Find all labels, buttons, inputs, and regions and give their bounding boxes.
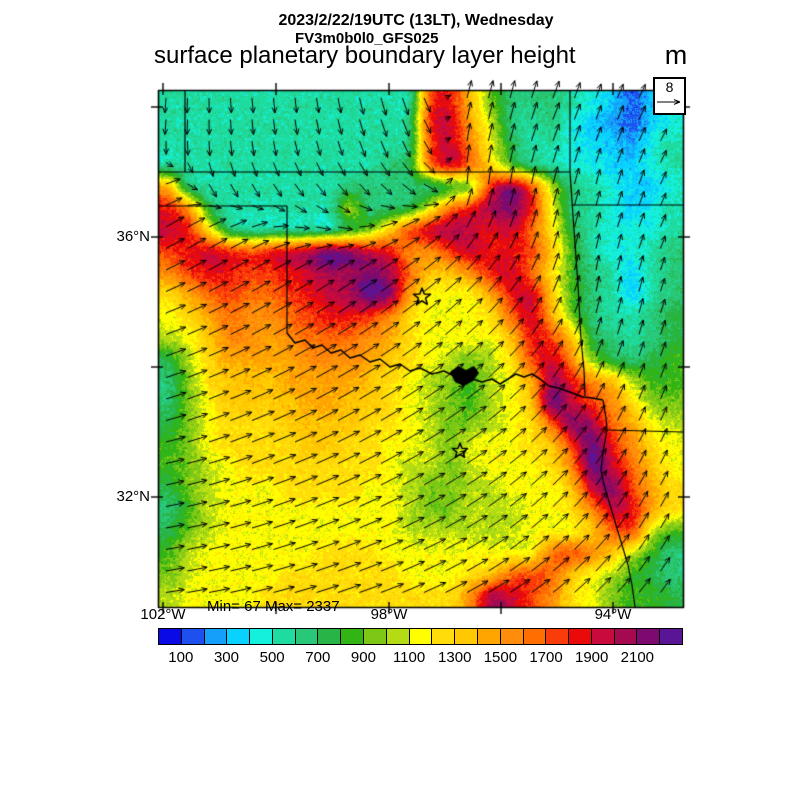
wind-reference-arrow-icon bbox=[657, 99, 681, 105]
colorbar-segment bbox=[499, 629, 523, 644]
colorbar-tick-label: 1100 bbox=[392, 649, 426, 666]
colorbar-tick-label: 1500 bbox=[483, 649, 518, 666]
colorbar-tick-label: 100 bbox=[168, 649, 194, 666]
colorbar-tick-label: 1300 bbox=[438, 649, 472, 666]
colorbar-tick-label: 2100 bbox=[620, 649, 655, 666]
min-max-stats: Min= 67 Max= 2337 bbox=[207, 598, 340, 615]
colorbar-segment bbox=[659, 629, 682, 644]
colorbar-segment bbox=[476, 629, 500, 644]
colorbar-tick-label: 1700 bbox=[529, 649, 563, 666]
colorbar-segment bbox=[294, 629, 318, 644]
colorbar-segment bbox=[271, 629, 295, 644]
model-run-title: FV3m0b0l0_GFS025 bbox=[295, 30, 439, 47]
lat-tick-label-36n: 36°N bbox=[116, 228, 150, 245]
lon-tick-label-94w: 94°W bbox=[594, 606, 632, 623]
colorbar-segment bbox=[159, 629, 181, 644]
units-label: m bbox=[664, 40, 688, 70]
datetime-title: 2023/2/22/19UTC (13LT), Wednesday bbox=[278, 12, 554, 29]
colorbar-segment bbox=[522, 629, 546, 644]
lon-tick-label-102w: 102°W bbox=[140, 606, 186, 623]
page-title: surface planetary boundary layer height bbox=[154, 42, 576, 69]
colorbar-segment bbox=[385, 629, 409, 644]
colorbar-tick-label: 900 bbox=[350, 649, 376, 666]
colorbar bbox=[158, 628, 683, 645]
colorbar-segment bbox=[226, 629, 250, 644]
colorbar-segment bbox=[180, 629, 204, 644]
colorbar-segment bbox=[363, 629, 386, 644]
colorbar-tick-label: 1900 bbox=[575, 649, 609, 666]
colorbar-segment bbox=[545, 629, 569, 644]
colorbar-segment bbox=[636, 629, 660, 644]
colorbar-segment bbox=[590, 629, 614, 644]
colorbar-tick-label: 700 bbox=[305, 649, 331, 666]
lat-tick-label-32n: 32°N bbox=[116, 488, 150, 505]
colorbar-segment bbox=[431, 629, 455, 644]
colorbar-segment bbox=[613, 629, 637, 644]
colorbar-segment bbox=[317, 629, 341, 644]
colorbar-labels: 100 300 500 700 900 1100 1300 1500 1700 1900 2100 bbox=[0, 649, 800, 667]
colorbar-segment bbox=[340, 629, 364, 644]
wind-reference-value: 8 bbox=[665, 79, 674, 95]
colorbar-segment bbox=[203, 629, 227, 644]
wind-reference-legend: 8 bbox=[653, 77, 686, 115]
colorbar-segment bbox=[249, 629, 272, 644]
colorbar-segment bbox=[568, 629, 591, 644]
lon-tick-label-98w: 98°W bbox=[370, 606, 408, 623]
colorbar-segment bbox=[408, 629, 432, 644]
colorbar-tick-label: 500 bbox=[259, 649, 285, 666]
colorbar-tick-label: 300 bbox=[213, 649, 239, 666]
colorbar-segment bbox=[454, 629, 477, 644]
